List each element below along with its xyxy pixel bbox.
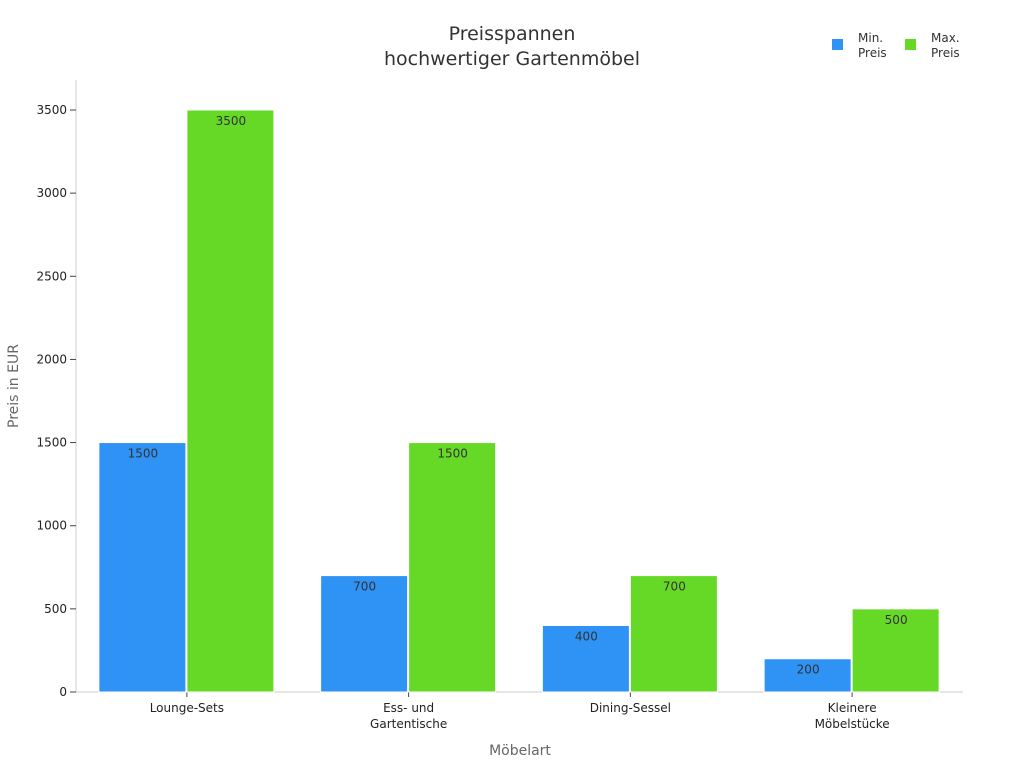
data-label: 1500 xyxy=(128,447,159,461)
legend: Min. Preis Max. Preis xyxy=(832,31,960,60)
legend-swatch-0 xyxy=(832,39,843,50)
x-tick-label: Lounge-Sets xyxy=(150,701,224,715)
chart-title: Preisspannen hochwertiger Gartenmöbel xyxy=(384,23,640,70)
data-labels: 1500 3500 700 1500 400 700 200 500 xyxy=(128,114,908,677)
bar xyxy=(320,575,409,693)
legend-label-1: Max. Preis xyxy=(931,31,960,60)
y-tick-label: 3500 xyxy=(36,103,67,117)
bar xyxy=(98,442,187,693)
data-label: 1500 xyxy=(437,447,468,461)
bar xyxy=(408,442,497,693)
data-label: 700 xyxy=(663,580,686,594)
x-tick-label: Ess- und Gartentische xyxy=(370,701,447,731)
x-axis-title: Möbelart xyxy=(489,743,551,759)
legend-label-0: Min. Preis xyxy=(858,31,887,60)
x-tick-label: Dining-Sessel xyxy=(590,701,671,715)
data-label: 200 xyxy=(797,663,820,677)
legend-swatch-1 xyxy=(905,39,916,50)
y-tick-label: 500 xyxy=(44,602,67,616)
data-label: 500 xyxy=(885,613,908,627)
y-tick-label: 2500 xyxy=(36,269,67,283)
x-tick-label: Kleinere Möbelstücke xyxy=(815,701,890,731)
axes: 0 500 1000 1500 2000 2500 3000 3500 Preis in EUR… xyxy=(6,80,963,759)
y-tick-label: 1500 xyxy=(36,436,67,450)
data-label: 700 xyxy=(353,580,376,594)
data-label: 3500 xyxy=(216,114,247,128)
y-tick-label: 1000 xyxy=(36,519,67,533)
bar xyxy=(629,575,718,693)
bars xyxy=(98,109,940,693)
bar xyxy=(851,608,940,693)
chart-title-text: Preisspannen hochwertiger Gartenmöbel xyxy=(384,23,640,70)
y-tick-label: 2000 xyxy=(36,352,67,366)
bar xyxy=(541,624,630,693)
y-axis-title: Preis in EUR xyxy=(6,344,22,428)
bar xyxy=(763,658,852,693)
y-tick-label: 0 xyxy=(59,685,67,699)
y-tick-label: 3000 xyxy=(36,186,67,200)
data-label: 400 xyxy=(575,629,598,643)
bar xyxy=(186,109,275,693)
